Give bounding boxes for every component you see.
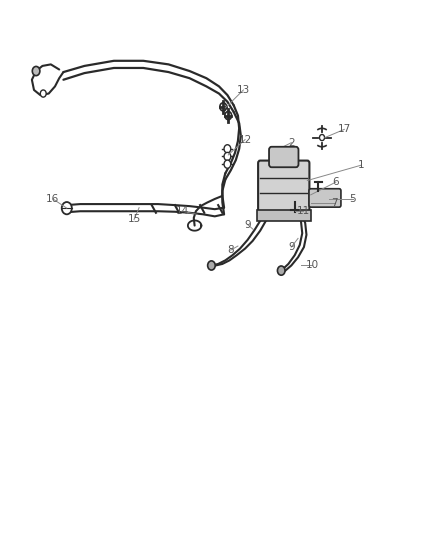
Circle shape	[208, 261, 215, 270]
Circle shape	[32, 67, 40, 76]
Circle shape	[62, 202, 72, 214]
FancyBboxPatch shape	[309, 189, 341, 207]
Text: 9: 9	[288, 242, 295, 252]
Text: 16: 16	[46, 194, 60, 204]
Text: 17: 17	[338, 124, 351, 134]
Text: 13: 13	[237, 85, 250, 95]
Text: 6: 6	[332, 177, 339, 187]
Circle shape	[314, 195, 319, 201]
Text: 15: 15	[127, 214, 141, 224]
Text: 5: 5	[350, 194, 356, 204]
Text: 8: 8	[227, 245, 234, 255]
FancyBboxPatch shape	[269, 147, 298, 167]
Circle shape	[277, 266, 285, 275]
Text: 9: 9	[244, 220, 251, 230]
Circle shape	[224, 145, 231, 153]
FancyBboxPatch shape	[258, 160, 309, 213]
Circle shape	[319, 134, 325, 141]
Circle shape	[329, 195, 334, 201]
Text: 12: 12	[238, 135, 252, 144]
Text: 14: 14	[175, 206, 189, 216]
Bar	[257, 210, 311, 222]
Circle shape	[224, 152, 231, 160]
Circle shape	[225, 111, 232, 119]
Text: 11: 11	[297, 206, 310, 216]
Circle shape	[224, 160, 231, 168]
Text: 1: 1	[358, 160, 364, 170]
Text: 7: 7	[331, 198, 338, 207]
Circle shape	[40, 90, 46, 97]
Text: 10: 10	[306, 261, 319, 270]
Circle shape	[220, 103, 226, 111]
Text: 2: 2	[288, 138, 295, 148]
